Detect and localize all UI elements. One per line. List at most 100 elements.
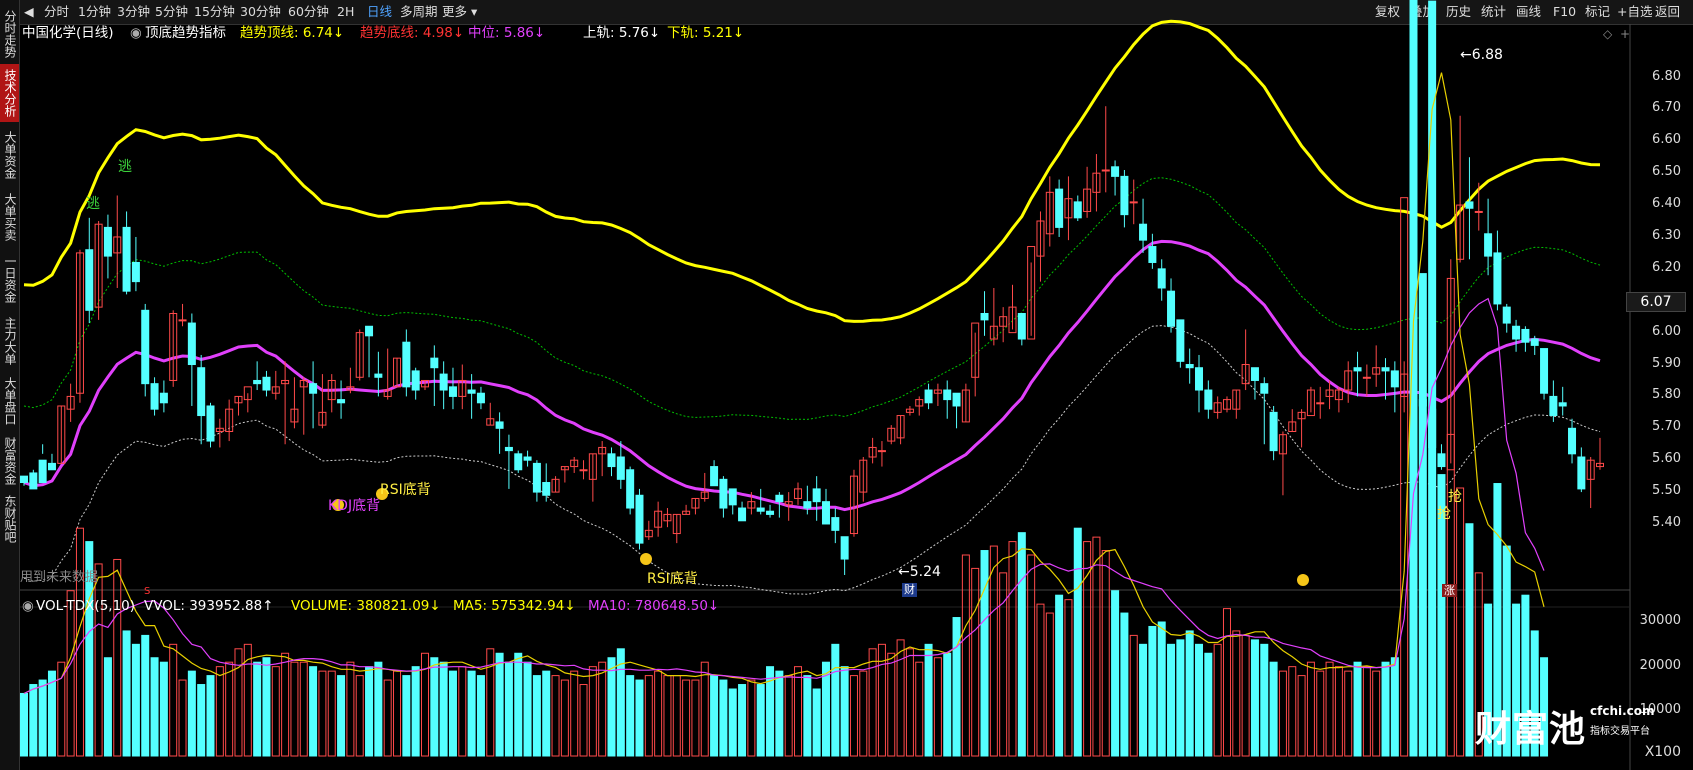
volume-bar — [495, 652, 504, 757]
toolbar-button[interactable]: 统计 — [1481, 4, 1507, 19]
candle-body — [654, 510, 663, 528]
candle-body — [383, 389, 392, 397]
volume-bar — [150, 657, 159, 757]
candle-body — [1465, 201, 1474, 209]
volume-bar — [523, 661, 532, 757]
candle-body — [337, 399, 346, 404]
sidebar-tab[interactable]: 一日资金 — [3, 255, 17, 303]
volume-bar — [290, 661, 299, 757]
toolbar-button[interactable]: 画线 — [1516, 4, 1542, 19]
toolbar-button[interactable]: 复权 — [1375, 4, 1401, 19]
volume-bar — [355, 675, 364, 757]
candle-body — [439, 373, 448, 391]
volume-bar — [924, 643, 933, 757]
candle-body — [1241, 364, 1250, 385]
sidebar-tab[interactable]: 主力大单 — [3, 317, 17, 365]
candle-body — [299, 379, 308, 388]
volume-bar — [476, 675, 485, 757]
candle-body — [1120, 175, 1129, 216]
volume-bar — [85, 541, 94, 757]
price-tick-label: 5.90 — [1652, 355, 1681, 371]
candle-body — [989, 325, 998, 340]
indicator-menu-icon[interactable]: ◉ — [130, 25, 142, 41]
toolbar-button[interactable]: +自选 — [1617, 4, 1653, 19]
candle-body — [831, 517, 840, 531]
price-tick-label: 6.80 — [1652, 68, 1681, 84]
candle-body — [952, 392, 961, 407]
timeframe-tab[interactable]: 分时 — [44, 4, 70, 19]
candle-body — [1250, 367, 1259, 381]
candle-body — [262, 376, 271, 391]
candle-body — [374, 373, 383, 378]
volume-bar — [877, 643, 886, 757]
volume-bar — [1232, 630, 1241, 757]
candle-body — [169, 313, 178, 381]
vol-indicator-name[interactable]: VOL-TDX(5,10) — [36, 598, 136, 614]
volume-bar — [243, 643, 252, 757]
collapse-icon[interactable]: ◀ — [24, 4, 34, 19]
toolbar-button[interactable]: 返回 — [1655, 4, 1681, 19]
candle-body — [1036, 220, 1045, 257]
timeframe-tab[interactable]: 60分钟 — [288, 4, 329, 19]
candle-body — [933, 389, 942, 394]
timeframe-tab[interactable]: 1分钟 — [78, 4, 111, 19]
candle-body — [1045, 191, 1054, 235]
volume-bar — [868, 648, 877, 757]
candle-body — [1325, 389, 1334, 397]
limit-up-badge[interactable]: 涨 — [1442, 584, 1457, 597]
candle-body — [103, 226, 112, 257]
volume-bar — [439, 661, 448, 757]
candle-body — [318, 411, 327, 426]
finance-badge[interactable]: 财 — [902, 583, 917, 597]
timeframe-tab[interactable]: 30分钟 — [240, 4, 281, 19]
sidebar-tab[interactable]: 技术分析 — [0, 64, 19, 122]
candle-body — [812, 488, 821, 503]
timeframe-tab[interactable]: 多周期 — [400, 4, 438, 19]
candle-body — [1083, 188, 1092, 212]
candle-body — [1073, 201, 1082, 219]
volume-bar — [1185, 630, 1194, 757]
candle-body — [980, 313, 989, 321]
sidebar-tab[interactable]: 财富资金 — [3, 437, 17, 485]
plus-icon[interactable]: + — [1620, 27, 1631, 41]
timeframe-tab[interactable]: 5分钟 — [155, 4, 188, 19]
sidebar-tab[interactable]: 大单买卖 — [3, 193, 17, 241]
price-tick-label: 6.00 — [1652, 323, 1681, 339]
toolbar-button[interactable]: F10 — [1553, 4, 1577, 19]
candle-body — [504, 446, 513, 452]
sidebar-tab[interactable]: 东财贴吧 — [3, 495, 17, 543]
volume-bar — [1167, 643, 1176, 757]
candle-body — [1521, 328, 1530, 343]
candle-body — [905, 408, 914, 413]
toolbar-button[interactable]: 历史 — [1446, 4, 1472, 19]
volume-bar — [1017, 532, 1026, 757]
sidebar-tab[interactable]: 大单资金 — [3, 131, 17, 179]
timeframe-tab[interactable]: 日线 — [367, 4, 393, 19]
volume-bar — [1120, 612, 1129, 757]
timeframe-tab[interactable]: 3分钟 — [117, 4, 150, 19]
toolbar-button[interactable]: 标记 — [1585, 4, 1611, 19]
face-icon — [1297, 574, 1309, 586]
candle-body — [420, 379, 429, 388]
candle-body — [253, 379, 262, 385]
diamond-icon[interactable]: ◇ — [1603, 27, 1613, 41]
volume-tick-label: 20000 — [1639, 657, 1681, 673]
timeframe-tab[interactable]: 15分钟 — [194, 4, 235, 19]
price-tick-label: 6.40 — [1652, 196, 1681, 212]
volume-bar — [1101, 550, 1110, 757]
candle-body — [1017, 313, 1026, 340]
candle-body — [672, 513, 681, 535]
volume-bar — [728, 688, 737, 757]
candle-body — [47, 462, 56, 471]
sidebar-tab[interactable]: 分时走势 — [3, 10, 17, 58]
candle-body — [122, 226, 131, 292]
candle-body — [346, 386, 355, 391]
timeframe-tab[interactable]: 更多 ▾ — [442, 4, 478, 19]
vol-menu-icon[interactable]: ◉ — [22, 598, 34, 614]
candle-body — [458, 379, 467, 397]
indicator-name[interactable]: 顶底趋势指标 — [145, 25, 226, 41]
timeframe-tab[interactable]: 2H — [337, 4, 355, 19]
sidebar-tab[interactable]: 大单盘口 — [3, 377, 17, 425]
volume-bar — [141, 634, 150, 757]
